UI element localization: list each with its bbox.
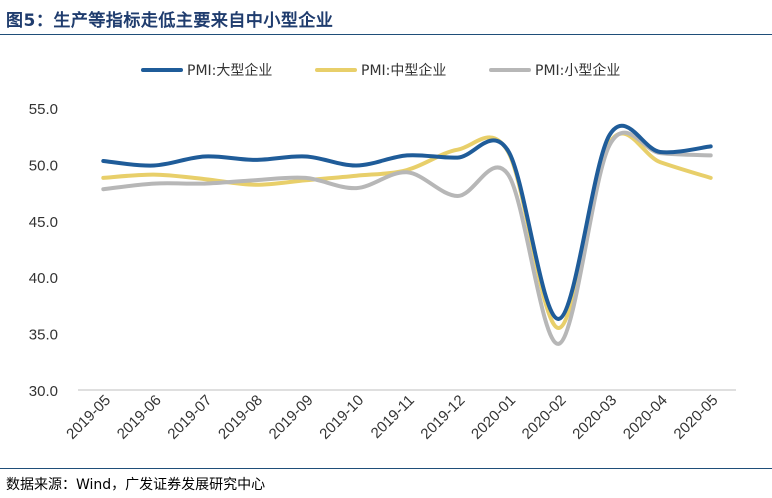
x-axis: 2019-05 2019-06 2019-07 2019-08 2019-09 2019-… xyxy=(63,389,736,443)
source-note: 数据来源：Wind，广发证券发展研究中心 xyxy=(6,477,266,493)
legend-label-3: PMI:小型企业 xyxy=(535,62,620,79)
title-divider xyxy=(0,34,772,35)
legend-label-2: PMI:中型企业 xyxy=(361,62,446,79)
x-tick-label: 2019-08 xyxy=(215,392,266,443)
legend: PMI:大型企业 PMI:中型企业 PMI:小型企业 xyxy=(141,62,620,79)
chart-title: 图5：生产等指标走低主要来自中小型企业 xyxy=(6,11,334,31)
y-tick-label: 45.0 xyxy=(29,214,58,231)
y-tick-label: 50.0 xyxy=(29,157,58,174)
x-tick-label: 2020-01 xyxy=(468,392,519,443)
x-tick-label: 2020-02 xyxy=(519,392,570,443)
series-group xyxy=(101,123,713,346)
x-tick-label: 2020-03 xyxy=(569,392,620,443)
legend-label-1: PMI:大型企业 xyxy=(187,62,272,79)
y-axis: 30.0 35.0 40.0 45.0 50.0 55.0 xyxy=(29,101,58,400)
footer-divider xyxy=(0,468,772,469)
y-tick-label: 55.0 xyxy=(29,101,58,118)
x-tick-label: 2019-05 xyxy=(63,392,114,443)
series-line-3 xyxy=(101,130,713,346)
y-tick-label: 35.0 xyxy=(29,327,58,344)
x-tick-label: 2020-05 xyxy=(671,392,722,443)
x-tick-label: 2019-10 xyxy=(316,392,367,443)
line-chart: PMI:大型企业 PMI:中型企业 PMI:小型企业 30.0 35.0 40.0 45.… xyxy=(29,62,736,443)
x-tick-label: 2019-07 xyxy=(164,392,215,443)
series-line-1 xyxy=(101,123,713,321)
series-line-2 xyxy=(101,131,713,330)
x-tick-label: 2019-06 xyxy=(114,392,165,443)
x-tick-label: 2020-04 xyxy=(620,392,671,443)
y-tick-label: 30.0 xyxy=(29,383,58,400)
x-tick-label: 2019-12 xyxy=(417,392,468,443)
x-tick-label: 2019-09 xyxy=(266,392,317,443)
y-tick-label: 40.0 xyxy=(29,270,58,287)
x-tick-label: 2019-11 xyxy=(368,392,418,442)
